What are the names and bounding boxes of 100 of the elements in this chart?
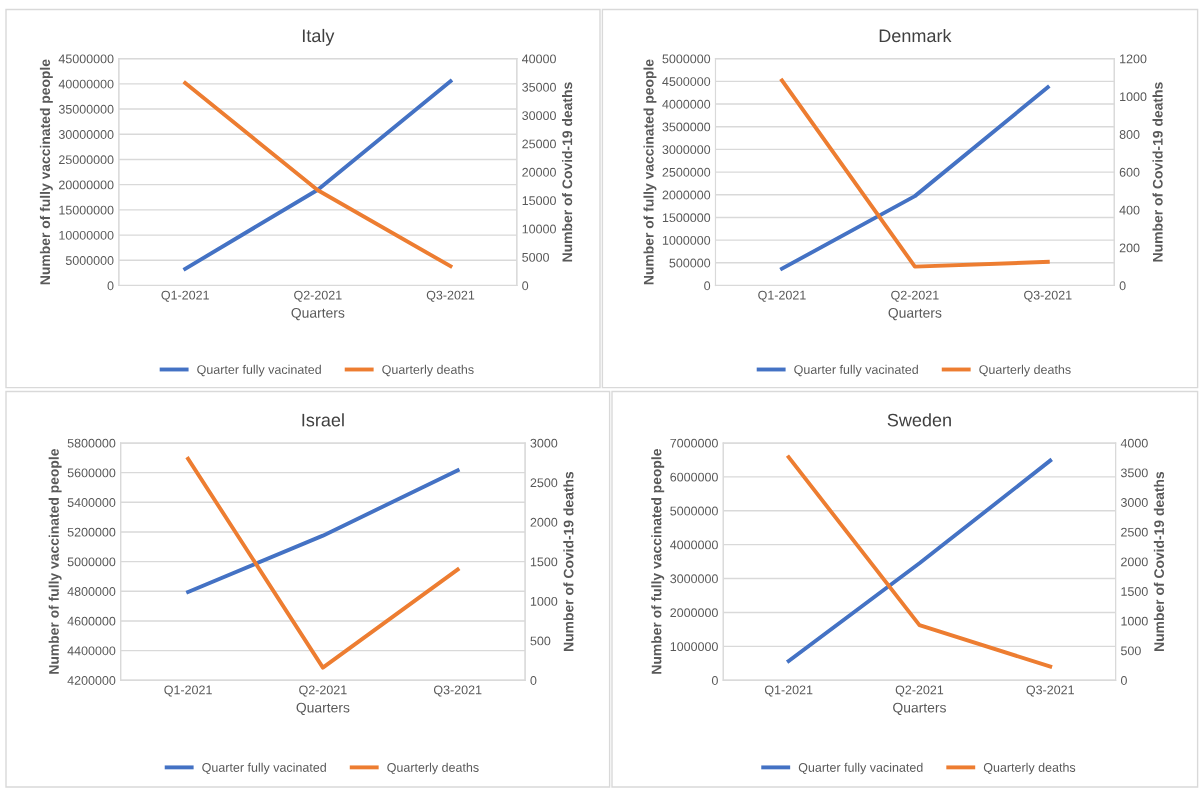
- y2-tick-label: 400: [1119, 205, 1140, 215]
- y-tick-label: 20000000: [59, 180, 114, 190]
- y-axis-title: Number of fully vaccinated people: [651, 449, 665, 674]
- y2-tick-label: 0: [522, 281, 529, 291]
- legend-label: Quarter fully vacinated: [794, 364, 918, 377]
- y-tick-label: 4000000: [662, 99, 711, 109]
- y-tick-label: 30000000: [58, 130, 114, 139]
- y2-tick-label: 1200: [1120, 54, 1147, 64]
- y-tick-label: 3000000: [662, 145, 711, 155]
- x-axis-title: Quarters: [888, 307, 942, 321]
- y2-tick-label: 1000: [530, 596, 558, 606]
- x-tick-label: Q3-2021: [426, 290, 475, 302]
- legend-label: Quarterly deaths: [387, 762, 479, 775]
- y2-tick-label: 3000: [530, 438, 558, 448]
- x-axis-title: Quarters: [291, 307, 345, 321]
- y-tick-label: 35000000: [58, 104, 114, 114]
- y-tick-label: 1500000: [662, 213, 711, 223]
- x-tick-label: Q1-2021: [161, 290, 209, 302]
- y2-tick-label: 1500: [530, 557, 558, 567]
- y-tick-label: 5800000: [67, 438, 116, 448]
- y2-tick-label: 800: [1119, 130, 1140, 139]
- x-tick-label: Q1-2021: [758, 290, 806, 302]
- chart-title: Sweden: [887, 413, 951, 427]
- x-tick-label: Q1-2021: [764, 685, 813, 697]
- y2-tick-label: 35000: [522, 82, 556, 92]
- legend-label: Quarterly deaths: [382, 364, 474, 377]
- y-tick-label: 7000000: [670, 438, 718, 448]
- y-tick-label: 0: [704, 281, 711, 291]
- y2-tick-label: 0: [1120, 676, 1127, 685]
- legend-label: Quarterly deaths: [983, 762, 1076, 775]
- legend-label: Quarter fully vacinated: [202, 762, 326, 775]
- y-tick-label: 2500000: [662, 167, 711, 177]
- y2-tick-label: 2000: [1121, 557, 1148, 567]
- x-tick-label: Q3-2021: [1024, 290, 1072, 302]
- y2-tick-label: 1500: [1121, 587, 1148, 596]
- y2-tick-label: 4000: [1120, 438, 1148, 448]
- y-tick-label: 4500000: [662, 77, 711, 86]
- y-tick-label: 5000000: [670, 506, 718, 516]
- y-tick-label: 5200000: [67, 527, 116, 537]
- y2-tick-label: 0: [1119, 281, 1126, 291]
- y-tick-label: 25000000: [59, 155, 114, 165]
- y2-tick-label: 10000: [522, 224, 556, 234]
- x-tick-label: Q3-2021: [1026, 685, 1074, 697]
- y-axis-title: Number of fully vaccinated people: [39, 59, 53, 285]
- y-tick-label: 4000000: [670, 540, 718, 550]
- y-axis-title: Number of fully vaccinated people: [48, 449, 62, 674]
- x-tick-label: Q3-2021: [433, 685, 482, 697]
- y2-tick-label: 3500: [1120, 468, 1148, 478]
- y2-tick-label: 15000: [522, 196, 556, 206]
- y-tick-label: 4800000: [67, 587, 116, 596]
- y2-tick-label: 500: [530, 636, 551, 646]
- y2-tick-label: 1000: [1120, 92, 1147, 102]
- x-tick-label: Q2-2021: [895, 685, 944, 697]
- y-tick-label: 5000000: [662, 54, 711, 64]
- x-tick-label: Q2-2021: [891, 290, 939, 302]
- y-tick-label: 0: [107, 281, 114, 291]
- chart-title: Denmark: [879, 28, 952, 43]
- y2-tick-label: 2000: [530, 517, 558, 527]
- y2-tick-label: 200: [1119, 243, 1140, 253]
- y-tick-label: 15000000: [59, 205, 114, 215]
- y-axis-title: Number of fully vaccinated people: [643, 59, 657, 285]
- y-tick-label: 4200000: [67, 676, 116, 685]
- y-tick-label: 4600000: [67, 616, 116, 626]
- legend-label: Quarterly deaths: [979, 364, 1071, 377]
- y-tick-label: 2000000: [670, 608, 718, 618]
- y-tick-label: 1000000: [662, 235, 711, 245]
- y-tick-label: 500000: [669, 258, 711, 268]
- y-tick-label: 5400000: [67, 498, 116, 507]
- y2-tick-label: 3000: [1120, 498, 1148, 507]
- legend-label: Quarter fully vacinated: [798, 762, 923, 775]
- y-tick-label: 6000000: [670, 472, 718, 482]
- y-tick-label: 3500000: [662, 122, 711, 132]
- y2-axis-title: Number of Covid-19 deaths: [563, 471, 574, 651]
- y-tick-label: 3000000: [670, 574, 718, 584]
- y2-tick-label: 500: [1120, 646, 1141, 656]
- chart-title: Israel: [302, 413, 344, 427]
- y2-tick-label: 2500: [530, 478, 558, 488]
- y-tick-label: 4400000: [67, 646, 116, 656]
- y-tick-label: 40000000: [58, 79, 114, 89]
- chart-title: Italy: [302, 28, 335, 46]
- y2-axis-title: Number of Covid-19 deaths: [562, 82, 573, 262]
- x-axis-title: Quarters: [296, 702, 350, 716]
- y2-tick-label: 600: [1119, 167, 1140, 177]
- y2-tick-label: 30000: [522, 111, 556, 121]
- y-tick-label: 5000000: [67, 557, 116, 567]
- y-tick-label: 2000000: [662, 190, 711, 200]
- y2-axis-title: Number of Covid-19 deaths: [1152, 82, 1163, 262]
- legend-label: Quarter fully vacinated: [197, 364, 321, 377]
- y-tick-label: 10000000: [59, 230, 114, 240]
- y2-axis-title: Number of Covid-19 deaths: [1153, 471, 1165, 651]
- y2-tick-label: 5000: [522, 252, 550, 262]
- y-tick-label: 5000000: [65, 256, 114, 265]
- y2-tick-label: 40000: [521, 54, 556, 64]
- y-tick-label: 1000000: [670, 642, 718, 652]
- x-tick-label: Q2-2021: [294, 290, 342, 302]
- y2-tick-label: 1000: [1121, 616, 1148, 626]
- x-tick-label: Q1-2021: [164, 685, 212, 697]
- y2-tick-label: 20000: [522, 167, 556, 177]
- x-tick-label: Q2-2021: [299, 685, 347, 697]
- y2-tick-label: 0: [530, 676, 537, 685]
